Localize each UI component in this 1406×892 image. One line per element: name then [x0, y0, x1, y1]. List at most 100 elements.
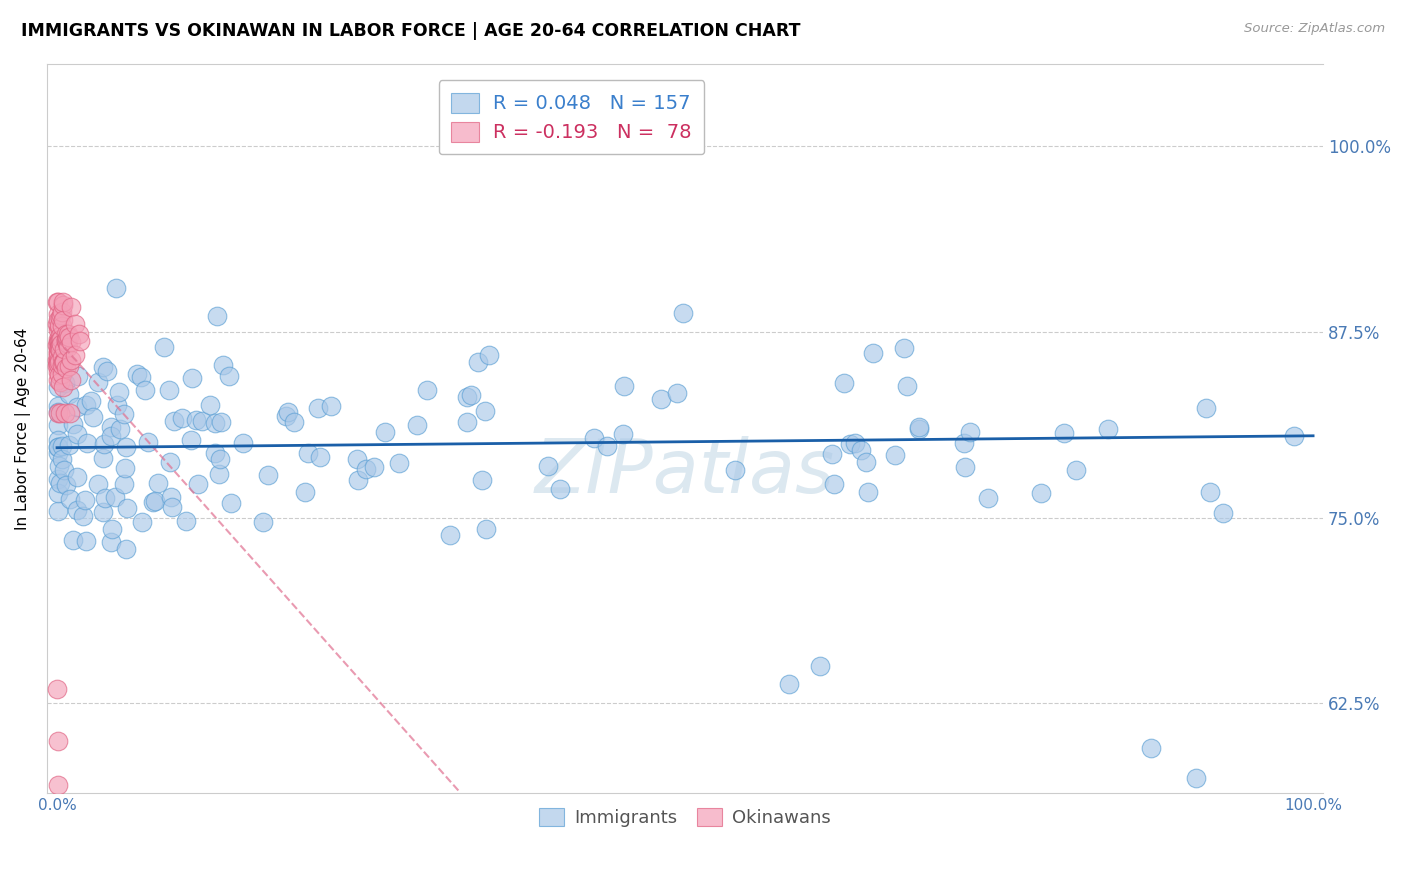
Point	[104, 281, 127, 295]
Point	[209, 452, 232, 467]
Point	[478, 347, 501, 361]
Point	[87, 376, 110, 390]
Point	[46, 338, 69, 352]
Point	[46, 417, 69, 432]
Point	[105, 399, 128, 413]
Point	[855, 454, 877, 468]
Point	[862, 346, 884, 360]
Point	[46, 373, 69, 387]
Point	[63, 348, 86, 362]
Point	[1053, 425, 1076, 440]
Point	[49, 343, 72, 357]
Point	[48, 351, 70, 366]
Point	[548, 483, 571, 497]
Point	[1029, 486, 1052, 500]
Point	[46, 346, 69, 360]
Point	[48, 333, 70, 347]
Point	[204, 446, 226, 460]
Point	[346, 473, 368, 487]
Point	[294, 484, 316, 499]
Point	[49, 407, 72, 421]
Point	[1064, 462, 1087, 476]
Point	[650, 392, 672, 407]
Point	[1212, 506, 1234, 520]
Point	[187, 477, 209, 491]
Point	[46, 446, 69, 460]
Y-axis label: In Labor Force | Age 20-64: In Labor Force | Age 20-64	[15, 327, 31, 530]
Point	[60, 373, 83, 387]
Point	[125, 367, 148, 381]
Point	[91, 360, 114, 375]
Point	[46, 359, 69, 373]
Point	[46, 332, 69, 346]
Point	[48, 313, 70, 327]
Point	[849, 442, 872, 457]
Point	[59, 300, 82, 314]
Point	[406, 417, 429, 432]
Point	[959, 425, 981, 439]
Point	[467, 355, 489, 369]
Point	[114, 460, 136, 475]
Point	[724, 463, 747, 477]
Text: Source: ZipAtlas.com: Source: ZipAtlas.com	[1244, 22, 1385, 36]
Point	[157, 383, 180, 397]
Point	[100, 429, 122, 443]
Point	[80, 393, 103, 408]
Point	[58, 438, 80, 452]
Point	[51, 350, 73, 364]
Point	[129, 370, 152, 384]
Point	[58, 359, 80, 374]
Point	[62, 533, 84, 548]
Point	[1097, 422, 1119, 436]
Point	[69, 334, 91, 348]
Point	[471, 473, 494, 487]
Point	[475, 522, 498, 536]
Point	[53, 342, 76, 356]
Point	[49, 336, 72, 351]
Point	[456, 415, 478, 429]
Point	[308, 450, 330, 464]
Point	[159, 455, 181, 469]
Point	[174, 515, 197, 529]
Point	[146, 476, 169, 491]
Point	[56, 336, 79, 351]
Point	[276, 409, 298, 423]
Point	[209, 415, 232, 429]
Point	[537, 458, 560, 473]
Point	[46, 349, 69, 363]
Point	[72, 509, 94, 524]
Point	[170, 410, 193, 425]
Point	[46, 486, 69, 500]
Point	[131, 515, 153, 529]
Point	[93, 491, 115, 505]
Point	[66, 503, 89, 517]
Point	[48, 319, 70, 334]
Point	[56, 327, 79, 342]
Point	[896, 379, 918, 393]
Point	[439, 528, 461, 542]
Point	[115, 440, 138, 454]
Point	[93, 437, 115, 451]
Point	[672, 306, 695, 320]
Point	[1284, 428, 1306, 442]
Point	[58, 492, 80, 507]
Point	[48, 334, 70, 348]
Point	[256, 468, 278, 483]
Point	[55, 478, 77, 492]
Point	[52, 353, 75, 368]
Point	[908, 420, 931, 434]
Point	[49, 332, 72, 346]
Point	[46, 808, 69, 822]
Point	[75, 533, 97, 548]
Point	[252, 515, 274, 529]
Point	[55, 376, 77, 391]
Point	[49, 338, 72, 352]
Point	[48, 338, 70, 352]
Point	[163, 414, 186, 428]
Point	[67, 327, 90, 342]
Point	[46, 681, 69, 696]
Point	[190, 413, 212, 427]
Point	[51, 318, 73, 333]
Point	[460, 388, 482, 402]
Point	[808, 659, 831, 673]
